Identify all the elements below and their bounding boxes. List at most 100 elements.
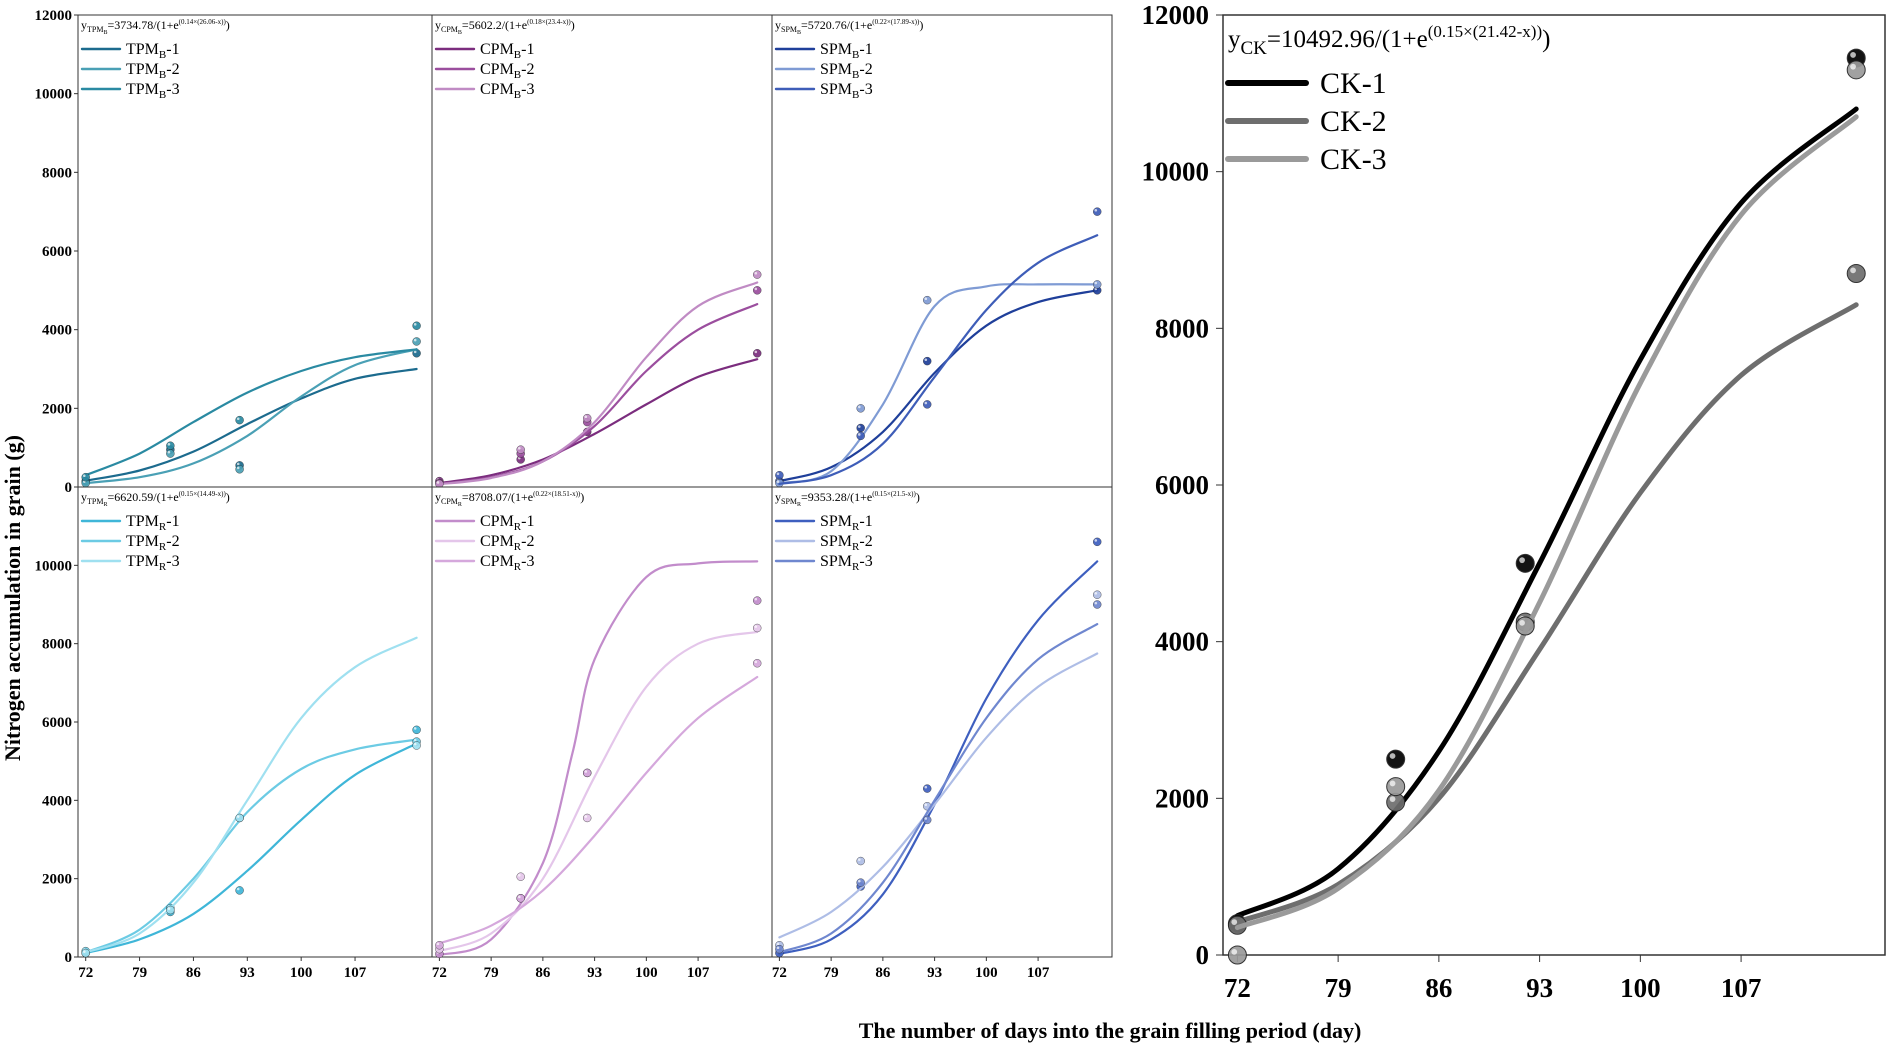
data-point (166, 905, 175, 915)
eq-exponent: (0.18×(23.4-x)) (527, 18, 571, 26)
series-curve-spmb-1 (778, 289, 1099, 483)
legend-label-suffix: -3 (521, 81, 534, 98)
data-point-highlight (413, 742, 417, 746)
data-point-highlight (776, 946, 780, 950)
x-tick-label: 93 (927, 965, 942, 981)
legend-label-main: CPM (480, 61, 514, 78)
data-point-highlight (83, 474, 86, 478)
data-point (583, 813, 592, 823)
data-point (412, 725, 421, 735)
plot-frame (77, 14, 433, 488)
x-tick-label: 93 (240, 965, 255, 981)
eq-prefix: y (435, 18, 441, 32)
eq-prefix: y (1228, 26, 1241, 53)
legend-label-sub: B (852, 69, 859, 81)
y-tick-label: 4000 (42, 323, 72, 339)
data-point (753, 286, 762, 295)
legend-label-main: SPM (820, 553, 852, 570)
x-tick-label: 93 (1526, 973, 1553, 1003)
legend-label-sub: R (159, 561, 167, 573)
series-curve-spmb-2 (778, 283, 1099, 485)
fit-equation: yCPMB=5602.2/(1+e(0.18×(23.4-x))) (435, 18, 575, 36)
data-point-highlight (1094, 208, 1098, 212)
eq-subsub: B (103, 30, 107, 36)
plot-frame (431, 14, 773, 488)
legend-label: TPMB-1 (126, 41, 180, 61)
legend-label: CPMR-2 (480, 533, 534, 553)
data-point-highlight (1094, 592, 1098, 595)
data-point (1093, 590, 1102, 599)
legend-label-suffix: -2 (1362, 105, 1387, 138)
data-point-highlight (754, 625, 758, 628)
y-tick-label: 8000 (42, 637, 72, 653)
data-point-highlight (436, 481, 440, 484)
data-point-highlight (236, 466, 240, 470)
legend-label-main: CPM (480, 533, 514, 550)
data-point-highlight (858, 425, 861, 428)
x-tick-label: 72 (1224, 973, 1251, 1003)
data-point-highlight (858, 858, 861, 861)
series-curve-ck-2 (1234, 302, 1859, 925)
data-point (235, 415, 244, 425)
data-point (923, 356, 932, 366)
series-curve-spmr-2 (778, 652, 1099, 939)
y-tick-label: 0 (1196, 940, 1210, 970)
data-point (1515, 553, 1535, 573)
data-point-highlight (1231, 948, 1238, 955)
data-point-highlight (776, 480, 780, 483)
data-point-highlight (754, 287, 758, 291)
data-point-highlight (167, 450, 171, 454)
plot-frame (431, 486, 773, 958)
x-axis-title: The number of days into the grain fillin… (859, 1018, 1362, 1043)
eq-subsub: B (458, 30, 462, 36)
legend-label-sub: B (159, 89, 166, 101)
data-point-highlight (167, 443, 171, 446)
data-point-highlight (1094, 601, 1098, 605)
data-point-highlight (924, 297, 928, 301)
legend-label-sub: B (514, 69, 521, 81)
eq-sub: SPM (781, 497, 797, 506)
panel-tpm-b: 020004000600080001000012000yTPMB=3734.78… (35, 8, 433, 496)
x-tick-label: 72 (772, 965, 787, 981)
legend-label-suffix: -3 (166, 81, 179, 98)
panel-cpm-r: 72 79 86 93 100 107yCPMR=8708.07/(1+e(0.22×(1… (431, 486, 773, 981)
data-point (166, 441, 175, 450)
data-point (1093, 537, 1102, 547)
eq-sub: TPM (87, 25, 103, 34)
data-point (235, 465, 244, 474)
data-point-highlight (413, 738, 417, 742)
legend-label-suffix: -2 (521, 533, 534, 550)
legend-label-sub: B (514, 49, 521, 61)
plot-frame (771, 14, 1113, 488)
data-point (412, 337, 421, 346)
data-point-highlight (413, 338, 417, 342)
legend-label-sub: B (159, 69, 166, 81)
series-curve-cpmr-2 (438, 630, 759, 953)
legend-label-main: TPM (126, 513, 159, 530)
data-point (1386, 749, 1406, 769)
legend-label-suffix: -3 (1362, 143, 1387, 176)
series-curve-ck-3 (1234, 114, 1859, 931)
x-tick-label: 79 (132, 965, 147, 981)
eq-body: =10492.96/(1+e (1267, 26, 1428, 53)
data-point (753, 596, 762, 605)
x-tick-label: 100 (1620, 973, 1661, 1003)
y-axis-title: Nitrogen accumulation in grain (g) (0, 435, 25, 761)
legend-label-main: CPM (480, 553, 514, 570)
y-tick-label: 4000 (42, 793, 72, 809)
legend-label-sub: B (514, 89, 521, 101)
series-curve-tpmb-2 (84, 348, 418, 485)
series-curve-cpmb-1 (438, 358, 759, 485)
series-curve-cpmr-1 (438, 560, 759, 957)
fit-equation: yCK=10492.96/(1+e(0.15×(21.42-x))) (1228, 22, 1550, 59)
plot-frame (771, 486, 1113, 958)
legend-label-main: CPM (480, 513, 514, 530)
fit-equation: ySPMR=9353.28/(1+e(0.15×(21.5-x))) (775, 490, 920, 508)
x-tick-label: 107 (1027, 965, 1050, 981)
legend-label: CPMB-1 (480, 41, 534, 61)
series-curve-tpmr-1 (84, 742, 418, 955)
panel-tpm-r: 72 79 86 93 100 1070200040006000800010000yTPM… (35, 486, 433, 981)
eq-subsub: R (797, 502, 801, 508)
data-point (856, 431, 865, 441)
legend-label-suffix: -1 (166, 513, 179, 530)
